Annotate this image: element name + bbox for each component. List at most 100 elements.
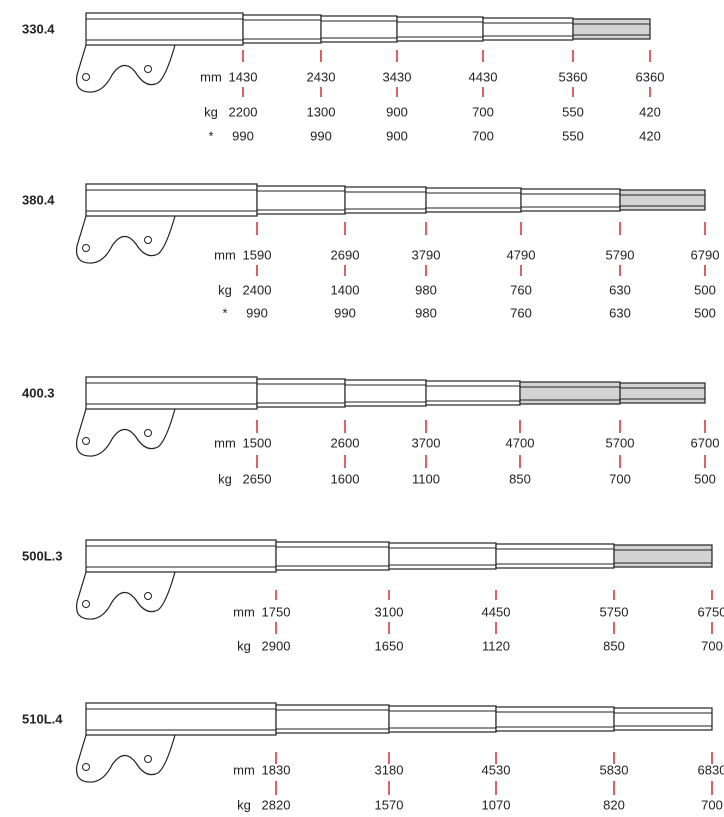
unit-label: kg [204,104,218,119]
value: 2650 [243,471,272,486]
pin [144,236,152,244]
boom-extension [613,707,713,731]
value: 4450 [482,604,511,619]
crane-section: 380.4 mm kg * 1590 2690 3790 4790 5790 6790 2400 14… [22,183,720,320]
value: 990 [334,305,356,320]
value: 500 [694,282,716,297]
value: 1650 [375,638,404,653]
unit-label: kg [218,282,232,297]
value: 5360 [559,69,588,84]
boom-extension [613,544,713,568]
value: 3100 [375,604,404,619]
value: 420 [639,128,661,143]
crane-section: 400.3 mm kg 1500 2600 3700 4700 5700 6700 2650 160… [22,376,720,486]
value: 6830 [698,762,724,777]
value: 900 [386,104,408,119]
boom-extension [619,189,706,211]
value: 1300 [307,104,336,119]
value: 900 [386,128,408,143]
value: 2600 [331,435,360,450]
value: 4530 [482,762,511,777]
boom-extension [619,382,706,404]
value: 4430 [469,69,498,84]
value: 980 [415,305,437,320]
crane-section: 500L.3 mm kg 1750 3100 4450 5750 6750 2900 1650 11… [22,539,724,653]
value: 990 [232,128,254,143]
value: 500 [694,305,716,320]
pin [82,244,90,252]
value: 850 [603,638,625,653]
value: 4790 [507,247,536,262]
value: 1430 [229,69,258,84]
value: 630 [609,282,631,297]
unit-label: * [222,305,227,320]
model-name: 330.4 [22,21,55,36]
value: 1070 [482,797,511,812]
model-name: 380.4 [22,192,55,207]
value: 700 [472,128,494,143]
value: 3430 [383,69,412,84]
value: 980 [415,282,437,297]
boom-extension [572,18,651,40]
value: 850 [509,471,531,486]
value: 420 [639,104,661,119]
value: 1600 [331,471,360,486]
value: 2430 [307,69,336,84]
value: 1750 [262,604,291,619]
value: 990 [310,128,332,143]
unit-label: mm [200,69,222,84]
pin [82,600,90,608]
model-name: 400.3 [22,385,55,400]
value: 2690 [331,247,360,262]
value: 1400 [331,282,360,297]
value: 1120 [482,638,510,653]
value: 3700 [412,435,441,450]
boom-bracket [75,571,176,620]
boom-extension [482,17,574,41]
value: 4700 [506,435,535,450]
value: 6790 [691,247,720,262]
value: 630 [609,305,631,320]
boom-extension [520,188,621,212]
unit-label: * [208,128,213,143]
pin [82,763,90,771]
pin [82,437,90,445]
value: 2820 [262,797,291,812]
value: 1570 [375,797,404,812]
pin [144,65,152,73]
value: 760 [510,305,532,320]
value: 760 [510,282,532,297]
pin [144,592,152,600]
value: 550 [562,104,584,119]
value: 1500 [243,435,272,450]
value: 1100 [412,471,440,486]
pin [144,755,152,763]
value: 3180 [375,762,404,777]
boom-bracket [75,44,176,93]
boom-bracket [75,215,176,264]
value: 1830 [262,762,291,777]
value: 2200 [229,104,258,119]
pin [82,73,90,81]
unit-label: kg [237,797,251,812]
unit-label: kg [218,471,232,486]
boom-bracket [75,408,176,457]
value: 820 [603,797,625,812]
unit-label: mm [214,435,236,450]
value: 2400 [243,282,272,297]
value: 3790 [412,247,441,262]
unit-label: kg [237,638,251,653]
unit-label: mm [214,247,236,262]
value: 990 [246,305,268,320]
value: 6360 [636,69,665,84]
value: 5750 [600,604,629,619]
crane-section: 510L.4 mm kg 1830 3180 4530 5830 6830 2820 1570 10… [22,702,724,812]
value: 5700 [606,435,635,450]
unit-label: mm [233,762,255,777]
model-name: 500L.3 [22,548,62,563]
value: 700 [701,638,723,653]
value: 2900 [262,638,291,653]
unit-label: mm [233,604,255,619]
value: 6700 [691,435,720,450]
